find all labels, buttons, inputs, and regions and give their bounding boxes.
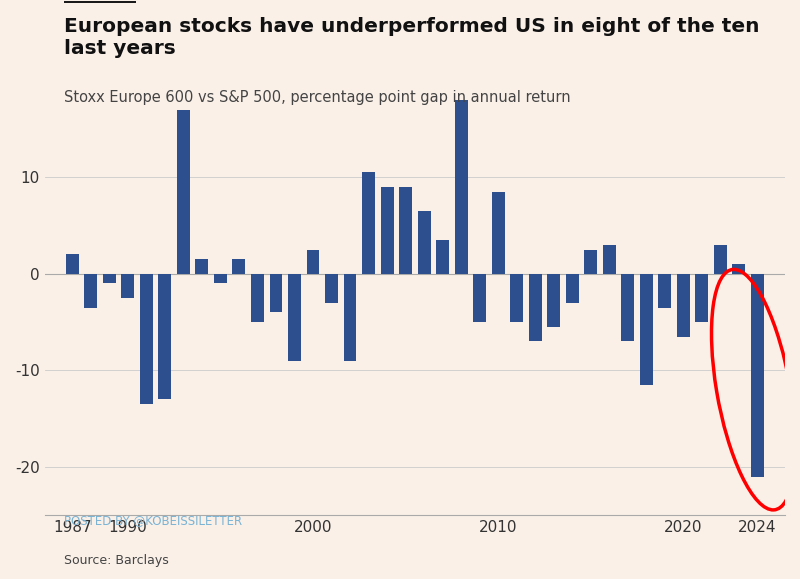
Bar: [306, 250, 319, 274]
Bar: [492, 192, 505, 274]
Bar: [640, 274, 653, 385]
Text: European stocks have underperformed US in eight of the ten last years: European stocks have underperformed US i…: [64, 17, 759, 58]
Bar: [695, 274, 708, 322]
Bar: [658, 274, 671, 307]
Bar: [288, 274, 301, 361]
Bar: [177, 109, 190, 274]
Bar: [418, 211, 430, 274]
Text: Stoxx Europe 600 vs S&P 500, percentage point gap in annual return: Stoxx Europe 600 vs S&P 500, percentage …: [64, 90, 570, 105]
Bar: [85, 274, 98, 307]
Bar: [66, 254, 79, 274]
Bar: [325, 274, 338, 303]
Bar: [547, 274, 560, 327]
Bar: [214, 274, 227, 284]
Bar: [140, 274, 153, 404]
Bar: [602, 245, 616, 274]
Bar: [399, 187, 412, 274]
Bar: [158, 274, 171, 400]
Bar: [270, 274, 282, 313]
Bar: [677, 274, 690, 336]
Bar: [436, 240, 449, 274]
Bar: [362, 173, 375, 274]
Text: POSTED BY @KOBEISSILETTER: POSTED BY @KOBEISSILETTER: [64, 514, 242, 527]
Bar: [473, 274, 486, 322]
Bar: [621, 274, 634, 342]
Bar: [122, 274, 134, 298]
Bar: [529, 274, 542, 342]
Bar: [750, 274, 764, 477]
Bar: [195, 259, 209, 274]
Bar: [251, 274, 264, 322]
Bar: [566, 274, 578, 303]
Bar: [381, 187, 394, 274]
Text: Source: Barclays: Source: Barclays: [64, 555, 169, 567]
Bar: [343, 274, 357, 361]
Bar: [510, 274, 523, 322]
Bar: [233, 259, 246, 274]
Bar: [103, 274, 116, 284]
Bar: [584, 250, 597, 274]
Bar: [714, 245, 726, 274]
Bar: [732, 264, 746, 274]
Bar: [454, 100, 467, 274]
